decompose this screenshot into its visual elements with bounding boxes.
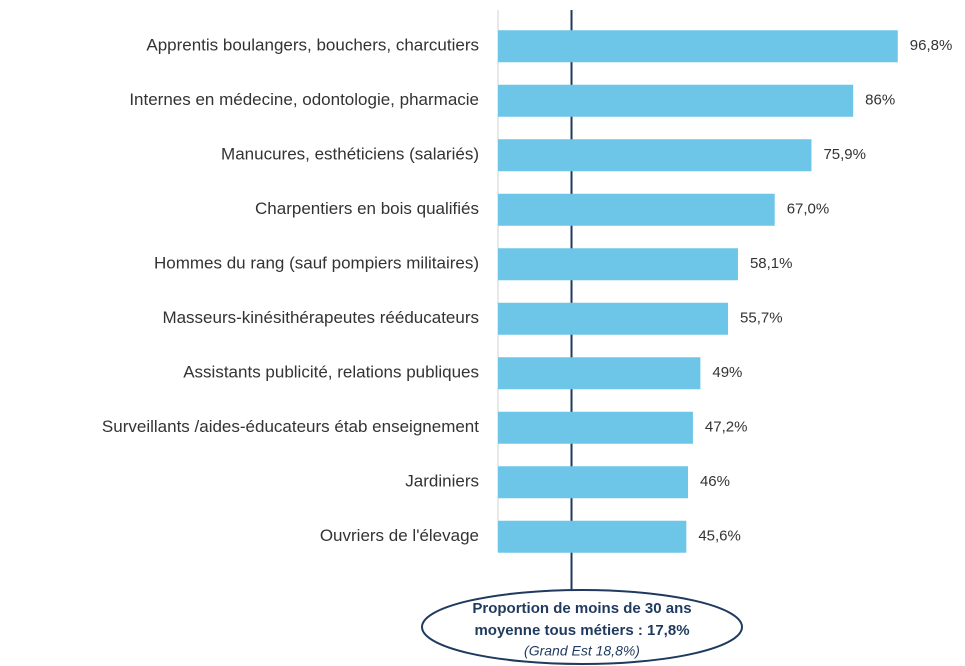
annotation-line: Proportion de moins de 30 ans	[472, 600, 691, 617]
bar	[498, 357, 701, 390]
category-label: Surveillants /aides-éducateurs étab ense…	[102, 417, 479, 436]
category-label: Hommes du rang (sauf pompiers militaires…	[154, 254, 479, 273]
bar	[498, 139, 812, 172]
category-label: Apprentis boulangers, bouchers, charcuti…	[146, 36, 479, 55]
value-label: 67,0%	[787, 201, 830, 218]
bar	[498, 302, 729, 335]
value-label: 96,8%	[910, 37, 953, 54]
annotation-ellipse	[421, 589, 743, 665]
bar	[498, 248, 738, 281]
category-label: Jardiniers	[405, 472, 479, 491]
category-label: Manucures, esthéticiens (salariés)	[221, 145, 479, 164]
bar	[498, 193, 775, 226]
category-label: Charpentiers en bois qualifiés	[255, 199, 479, 218]
bar	[498, 520, 687, 553]
bar	[498, 411, 693, 444]
category-label: Assistants publicité, relations publique…	[183, 363, 479, 382]
value-label: 49%	[712, 364, 742, 381]
bar	[498, 30, 898, 63]
annotation-line: moyenne tous métiers : 17,8%	[474, 622, 689, 639]
bar	[498, 466, 688, 499]
value-label: 46%	[700, 473, 730, 490]
value-label: 47,2%	[705, 419, 748, 436]
bar	[498, 84, 854, 117]
value-label: 86%	[865, 92, 895, 109]
category-label: Internes en médecine, odontologie, pharm…	[129, 90, 479, 109]
annotation-line: (Grand Est 18,8%)	[524, 643, 640, 659]
category-label: Masseurs-kinésithérapeutes rééducateurs	[162, 308, 479, 327]
value-label: 45,6%	[698, 528, 741, 545]
value-label: 55,7%	[740, 310, 783, 327]
value-label: 58,1%	[750, 255, 793, 272]
value-label: 75,9%	[823, 146, 866, 163]
category-label: Ouvriers de l'élevage	[320, 526, 479, 545]
